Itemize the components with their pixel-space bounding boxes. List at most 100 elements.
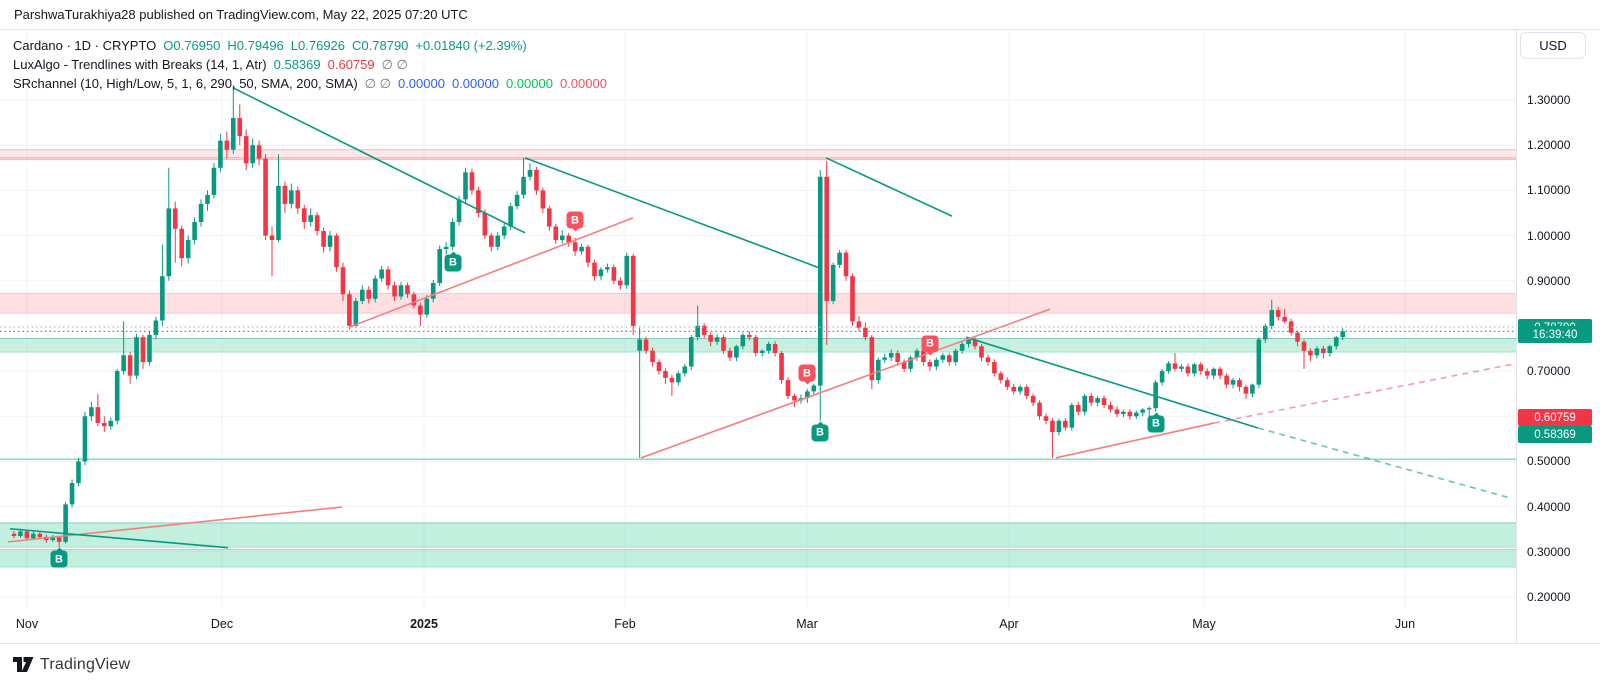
candle-up [966,339,971,344]
candle-up [134,337,139,376]
candle-up [82,416,88,462]
candle-up [740,334,746,347]
candle-down [585,246,591,263]
candle-down [282,185,288,204]
time-tick-label-mar: Mar [796,617,818,631]
candle-down [663,371,668,378]
candle-up [198,203,204,222]
candle-down [24,531,30,539]
candle-down [95,407,101,424]
price-tick-label: 1.00000 [1527,228,1571,243]
srchannel-sma2-value: 0.00000 [451,76,499,91]
candle-down [1282,316,1287,322]
candle-down [224,140,230,150]
candle-down [656,362,662,372]
candle-up [450,221,455,247]
candle-up [624,255,630,286]
candle-up [205,194,210,204]
indicator-level-badge: 0.60759 [1518,409,1592,426]
candle-up [114,371,120,421]
candle-up [31,533,36,539]
candle-down [792,395,797,401]
candle-up [308,215,313,222]
candle-down [1275,310,1281,317]
candle-up [830,264,836,302]
candle-up [89,407,94,417]
candle-down [863,327,868,338]
price-tick-label: 0.50000 [1527,454,1571,469]
candle-down [979,346,984,358]
candle-down [985,357,991,363]
candle-up [76,461,81,484]
candle-up [1269,310,1275,326]
price-tick-label: 0.70000 [1527,364,1571,379]
candle-up [1095,398,1100,403]
footer: TradingView [0,644,1600,685]
sr-zone [0,149,1516,160]
candle-down [172,208,178,229]
candle-down [992,362,997,374]
candle-down [721,337,726,351]
chart-line [1257,427,1513,500]
candle-up [456,199,462,222]
indicator-level-badge: 0.58369 [1518,426,1592,443]
candle-down [1043,416,1049,421]
candle-up [1333,337,1339,347]
chart-line [1213,363,1513,424]
candle-up [888,353,894,358]
legend-symbol-row[interactable]: Cardano · 1D · CRYPTO O0.76950 H0.79496 … [13,36,607,55]
price-axis[interactable]: USD 1.30000 1.20000 1.10000 1.00000 0.90000 0… [1516,30,1600,643]
symbol-description[interactable]: Cardano · 1D · CRYPTO [13,38,157,53]
candle-up [934,359,939,367]
publication-title-bar: ParshwaTurakhiya28 published on TradingV… [0,0,1600,30]
candle-down [11,533,17,536]
candle-up [1327,346,1333,354]
candle-down [946,355,952,363]
candle-up [1179,366,1184,369]
candle-up [430,282,436,299]
candle-up [637,339,642,351]
candle-up [1314,348,1320,356]
candle-down [418,305,423,315]
bar-countdown-badge: 16:39:40 [1518,326,1592,344]
price-tick-label: 0.30000 [1527,544,1571,559]
candle-up [327,235,333,247]
time-axis[interactable]: Nov Dec 2025 Feb Mar Apr May Jun [0,607,1516,643]
legend: Cardano · 1D · CRYPTO O0.76950 H0.79496 … [13,36,607,93]
candle-down [1075,404,1081,412]
candle-up [360,289,365,302]
candle-down [243,136,249,164]
candlestick-chart[interactable] [0,30,1516,607]
candle-down [385,269,391,286]
sr-zone [0,293,1516,314]
ohlc-close: C0.78790 [352,38,409,53]
tradingview-logo[interactable]: TradingView [13,656,130,674]
indicator-name-luxalgo[interactable]: LuxAlgo - Trendlines with Breaks (14, 1,… [13,57,267,72]
candle-down [850,276,855,322]
candle-up [1256,339,1262,385]
candle-down [824,176,829,302]
candle-down [1301,341,1307,351]
srchannel-empty-values: ∅ ∅ [364,76,391,91]
candle-up [121,355,126,372]
price-tick-label: 1.30000 [1527,93,1571,107]
time-tick-label-apr: Apr [999,617,1019,631]
candle-up [1069,404,1075,428]
indicator-name-srchannel[interactable]: SRchannel (10, High/Low, 5, 1, 6, 290, 5… [13,76,358,91]
candle-down [1037,402,1042,417]
candle-down [592,262,597,277]
time-tick-label-jun: Jun [1394,617,1416,631]
candle-up [1056,420,1062,433]
candle-up [882,357,888,360]
candle-up [734,346,739,358]
legend-srchannel-row[interactable]: SRchannel (10, High/Low, 5, 1, 6, 290, 5… [13,74,607,93]
currency-toggle-button[interactable]: USD [1520,32,1586,59]
candle-down [534,170,539,191]
srchannel-resistance-value: 0.00000 [559,76,607,91]
candle-down [1050,420,1055,433]
time-tick-label-dec: Dec [210,617,234,631]
candle-down [56,537,62,542]
legend-luxalgo-row[interactable]: LuxAlgo - Trendlines with Breaks (14, 1,… [13,55,607,74]
candle-up [1153,382,1158,409]
